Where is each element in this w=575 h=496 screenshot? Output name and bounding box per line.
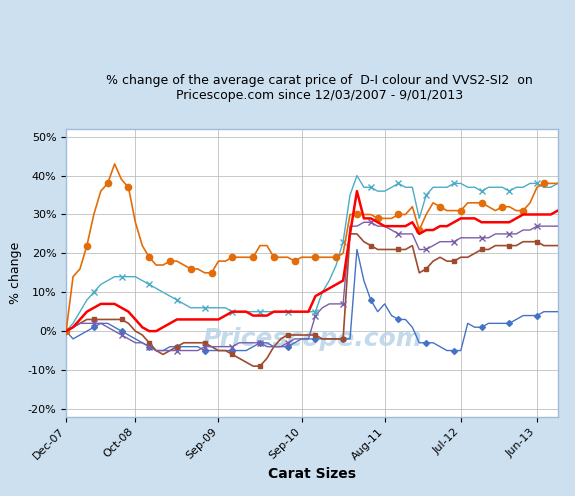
Y-axis label: % change: % change bbox=[9, 242, 22, 304]
Text: % change of the average carat price of  D-I colour and VVS2-SI2  on
Pricescope.c: % change of the average carat price of D… bbox=[106, 74, 532, 102]
X-axis label: Carat Sizes: Carat Sizes bbox=[268, 467, 356, 481]
Text: Pricescope.com: Pricescope.com bbox=[202, 327, 422, 351]
